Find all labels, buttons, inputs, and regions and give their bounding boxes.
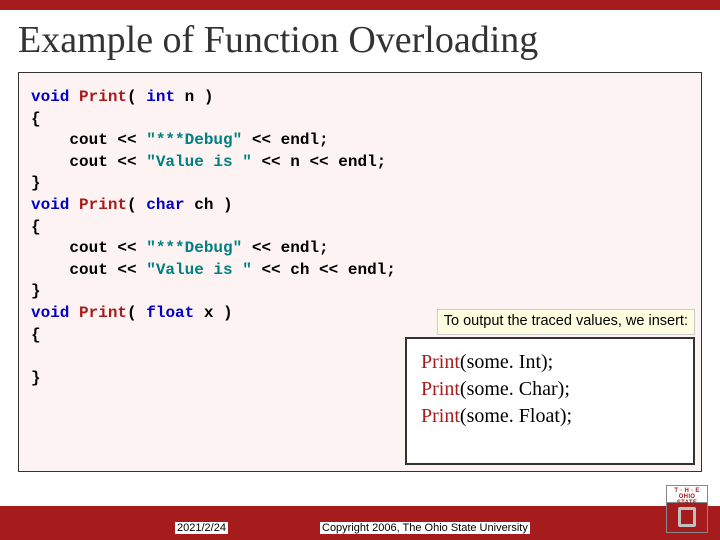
kw: float <box>146 304 194 322</box>
logo-o-icon <box>678 507 696 527</box>
footer-date: 2021/2/24 <box>175 522 228 534</box>
footer-copyright: Copyright 2006, The Ohio State Universit… <box>320 522 530 534</box>
code-block: void Print( int n ) { cout << "***Debug"… <box>18 72 702 472</box>
overlay-line: Print(some. Float); <box>421 403 679 430</box>
slide-title: Example of Function Overloading <box>0 10 720 72</box>
txt: { <box>31 326 41 344</box>
txt: << endl; <box>242 131 328 149</box>
txt: (some. Float); <box>460 405 572 427</box>
fn: Print <box>79 304 127 322</box>
txt: (some. Char); <box>460 378 570 400</box>
str: "Value is " <box>146 153 252 171</box>
str: "***Debug" <box>146 131 242 149</box>
str: "Value is " <box>146 261 252 279</box>
kw: char <box>146 196 184 214</box>
str: "***Debug" <box>146 239 242 257</box>
fn: Print <box>79 88 127 106</box>
txt: n ) <box>175 88 213 106</box>
caption-box: To output the traced values, we insert: <box>437 309 695 335</box>
txt: } <box>31 174 41 192</box>
kw: void <box>31 88 69 106</box>
kw: int <box>146 88 175 106</box>
txt: cout << <box>31 131 146 149</box>
txt: << ch << endl; <box>252 261 396 279</box>
txt: << endl; <box>242 239 328 257</box>
overlay-box: Print(some. Int); Print(some. Char); Pri… <box>405 337 695 465</box>
txt: } <box>31 282 41 300</box>
top-red-bar <box>0 0 720 10</box>
logo-text: T · H · E OHIO STATE <box>666 485 708 503</box>
logo-shield <box>666 503 708 533</box>
txt: x ) <box>194 304 232 322</box>
kw: void <box>31 196 69 214</box>
txt: } <box>31 369 41 387</box>
osu-logo: T · H · E OHIO STATE <box>666 485 708 535</box>
txt: ch ) <box>185 196 233 214</box>
overlay-line: Print(some. Char); <box>421 376 679 403</box>
txt: cout << <box>31 261 146 279</box>
txt: (some. Int); <box>460 351 553 373</box>
overlay-line: Print(some. Int); <box>421 349 679 376</box>
txt: cout << <box>31 153 146 171</box>
txt: { <box>31 218 41 236</box>
txt: { <box>31 110 41 128</box>
fn: Print <box>421 405 460 427</box>
fn: Print <box>421 378 460 400</box>
kw: void <box>31 304 69 322</box>
txt: << n << endl; <box>252 153 386 171</box>
fn: Print <box>421 351 460 373</box>
fn: Print <box>79 196 127 214</box>
txt: cout << <box>31 239 146 257</box>
